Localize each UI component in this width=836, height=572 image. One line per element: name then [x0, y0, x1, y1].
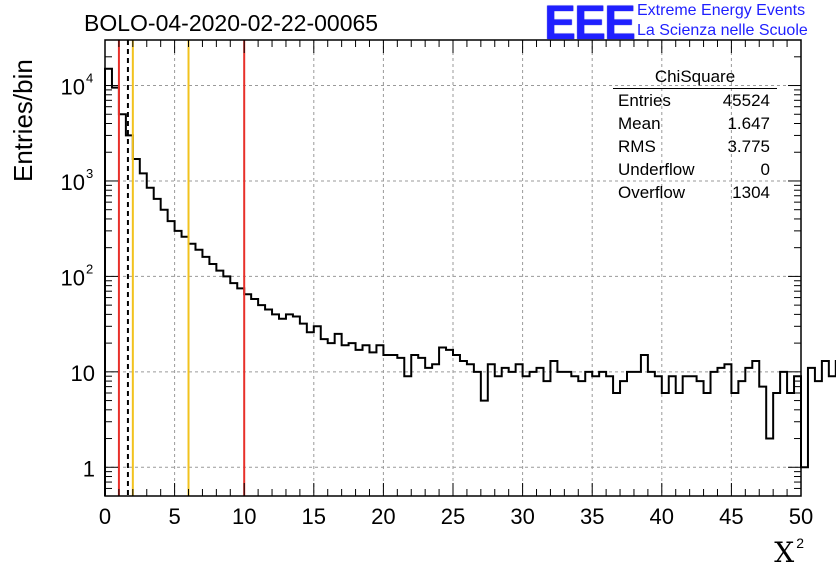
stats-value: 3.775: [727, 137, 770, 156]
y-tick-exponent: 4: [86, 71, 93, 86]
stats-value: 0: [760, 160, 770, 179]
x-tick-label: 50: [789, 504, 813, 529]
x-axis-label-exponent: 2: [796, 535, 804, 551]
x-tick-label: 0: [99, 504, 111, 529]
x-tick-label: 45: [719, 504, 743, 529]
stats-label: Underflow: [618, 160, 695, 179]
stats-label: RMS: [618, 137, 656, 156]
x-tick-label: 40: [650, 504, 674, 529]
stats-row-mean: Mean 1.647: [613, 112, 777, 135]
stats-divider: [613, 88, 777, 89]
stats-title: ChiSquare: [654, 67, 736, 86]
y-tick-exponent: 3: [86, 166, 93, 181]
x-tick-label: 20: [371, 504, 395, 529]
x-tick-label: 15: [302, 504, 326, 529]
x-tick-label: 35: [580, 504, 604, 529]
y-tick-label: 10: [61, 265, 85, 290]
stats-row-underflow: Underflow 0: [613, 158, 777, 181]
stats-label: Overflow: [618, 183, 686, 202]
stats-box: ChiSquare Entries 45524 Mean 1.647 RMS 3…: [613, 66, 777, 204]
logo-mark: EEE: [544, 0, 636, 50]
stats-value: 1.647: [727, 114, 770, 133]
stats-label: Entries: [618, 91, 671, 110]
chart-title: BOLO-04-2020-02-22-00065: [84, 10, 379, 36]
logo-line-2: La Scienza nelle Scuole: [637, 22, 808, 39]
x-tick-label: 30: [510, 504, 534, 529]
x-axis-label-base: X: [774, 536, 795, 569]
stats-row-rms: RMS 3.775: [613, 135, 777, 158]
y-tick-exponent: 2: [86, 261, 93, 276]
x-tick-label: 5: [168, 504, 180, 529]
y-tick-label: 10: [61, 75, 85, 100]
x-tick-label: 25: [441, 504, 465, 529]
stats-row-entries: Entries 45524: [613, 89, 777, 112]
stats-value: 45524: [722, 91, 770, 110]
x-tick-label: 10: [232, 504, 256, 529]
y-tick-label: 10: [61, 170, 85, 195]
stats-row-overflow: Overflow 1304: [613, 181, 777, 204]
y-axis-label: Entries/bin: [8, 59, 38, 182]
y-tick-label: 10: [71, 361, 95, 386]
logo-line-1: Extreme Energy Events: [637, 2, 806, 19]
stats-value: 1304: [732, 183, 770, 202]
y-tick-label: 1: [83, 456, 95, 481]
stats-label: Mean: [618, 114, 661, 133]
